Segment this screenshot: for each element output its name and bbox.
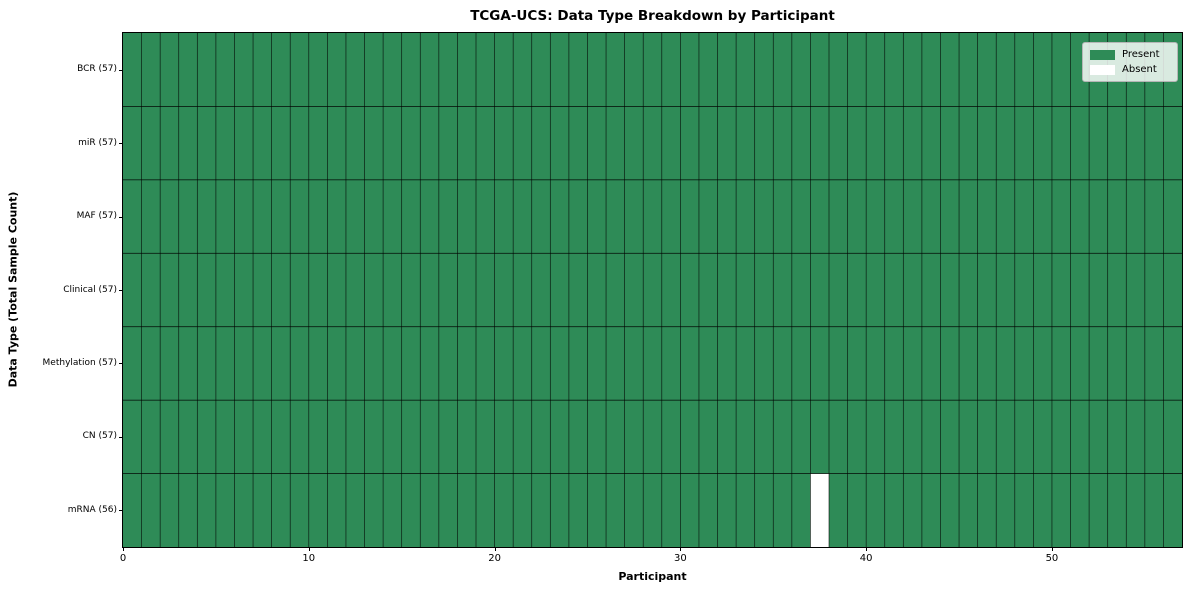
x-tick-label-20: 20 bbox=[488, 553, 501, 564]
legend: Present Absent bbox=[1082, 42, 1178, 82]
y-tick-mark-mRNA bbox=[119, 510, 123, 512]
x-axis-label: Participant bbox=[618, 570, 687, 583]
x-tick-label-10: 10 bbox=[302, 553, 316, 564]
y-tick-mark-MAF bbox=[119, 216, 123, 218]
legend-label-absent: Absent bbox=[1122, 64, 1157, 75]
y-tick-mark-Methylation bbox=[119, 363, 123, 365]
x-tick-label-40: 40 bbox=[859, 553, 873, 564]
y-tick-label-miR: miR (57) bbox=[78, 137, 117, 148]
legend-label-present: Present bbox=[1122, 49, 1160, 60]
x-tick-mark-20 bbox=[494, 547, 496, 551]
present-cells-background bbox=[122, 32, 1182, 547]
y-tick-label-Methylation: Methylation (57) bbox=[42, 357, 117, 368]
legend-swatch-present bbox=[1090, 49, 1115, 60]
x-tick-mark-30 bbox=[680, 547, 682, 551]
legend-item-present: Present bbox=[1090, 49, 1170, 60]
x-tick-label-0: 0 bbox=[119, 553, 127, 564]
legend-swatch-absent bbox=[1090, 64, 1115, 75]
heatmap-plot bbox=[121, 31, 1183, 548]
chart-title: TCGA-UCS: Data Type Breakdown by Partici… bbox=[470, 8, 835, 24]
x-tick-mark-0 bbox=[123, 547, 124, 551]
absent-cell-mRNA-37 bbox=[809, 473, 829, 547]
y-tick-mark-miR bbox=[119, 143, 123, 145]
x-tick-mark-10 bbox=[308, 547, 310, 551]
x-tick-mark-50 bbox=[1051, 547, 1053, 551]
x-tick-label-30: 30 bbox=[673, 553, 687, 564]
y-tick-mark-Clinical bbox=[119, 290, 123, 291]
x-tick-label-50: 50 bbox=[1045, 553, 1059, 564]
y-tick-label-mRNA: mRNA (56) bbox=[67, 504, 117, 515]
y-tick-mark-CN bbox=[119, 436, 123, 438]
legend-item-absent: Absent bbox=[1090, 64, 1170, 75]
y-tick-label-BCR: BCR (57) bbox=[77, 64, 117, 75]
y-tick-label-CN: CN (57) bbox=[82, 431, 117, 442]
y-tick-label-MAF: MAF (57) bbox=[76, 211, 117, 222]
y-tick-label-Clinical: Clinical (57) bbox=[63, 284, 117, 295]
y-tick-mark-BCR bbox=[119, 69, 123, 71]
x-tick-mark-40 bbox=[866, 547, 868, 551]
